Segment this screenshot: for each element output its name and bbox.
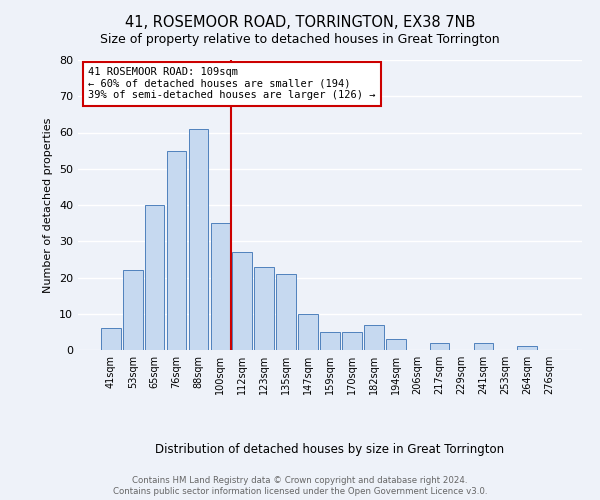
Bar — [123, 270, 143, 350]
Bar — [298, 314, 318, 350]
Bar — [232, 252, 252, 350]
Bar — [364, 324, 384, 350]
Text: 41, ROSEMOOR ROAD, TORRINGTON, EX38 7NB: 41, ROSEMOOR ROAD, TORRINGTON, EX38 7NB — [125, 15, 475, 30]
Text: 41 ROSEMOOR ROAD: 109sqm
← 60% of detached houses are smaller (194)
39% of semi-: 41 ROSEMOOR ROAD: 109sqm ← 60% of detach… — [88, 67, 376, 100]
Bar — [320, 332, 340, 350]
Bar — [430, 343, 449, 350]
Y-axis label: Number of detached properties: Number of detached properties — [43, 118, 53, 292]
Bar — [211, 223, 230, 350]
Bar — [188, 129, 208, 350]
Bar — [517, 346, 537, 350]
Bar — [276, 274, 296, 350]
Bar — [386, 339, 406, 350]
Bar — [101, 328, 121, 350]
Text: Contains public sector information licensed under the Open Government Licence v3: Contains public sector information licen… — [113, 488, 487, 496]
Bar — [473, 343, 493, 350]
Text: Size of property relative to detached houses in Great Torrington: Size of property relative to detached ho… — [100, 32, 500, 46]
Bar — [254, 266, 274, 350]
Bar — [342, 332, 362, 350]
Text: Distribution of detached houses by size in Great Torrington: Distribution of detached houses by size … — [155, 442, 505, 456]
Bar — [145, 205, 164, 350]
Bar — [167, 150, 187, 350]
Text: Contains HM Land Registry data © Crown copyright and database right 2024.: Contains HM Land Registry data © Crown c… — [132, 476, 468, 485]
